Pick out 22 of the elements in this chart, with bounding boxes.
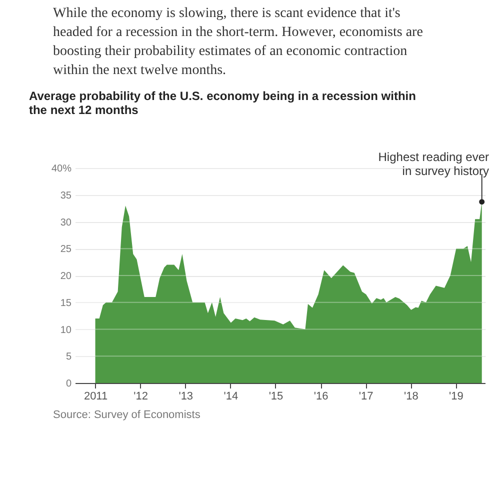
source-note: Source: Survey of Economists xyxy=(53,409,201,421)
chart-title: Average probability of the U.S. economy being in a recession within the next 12 months xyxy=(28,89,416,117)
annotation: Highest reading ever in survey history xyxy=(378,150,489,178)
x-tick-label: '12 xyxy=(134,390,148,402)
text: While the economy is slowing, there is scant evidence that it's headed for a recession in the short-term. However, economists are boosting their probability estimates of an economic contraction within the next twelve months. xyxy=(53,6,423,78)
x-tick-label: '14 xyxy=(224,390,238,402)
x-tick-label: '13 xyxy=(178,390,194,402)
x-tick-label: '19 xyxy=(449,390,464,402)
y-tick-label: 25 xyxy=(60,244,72,256)
x-tick-label: '17 xyxy=(358,390,374,402)
y-tick-label: 35 xyxy=(60,190,72,202)
y-tick-label: 0 xyxy=(66,378,72,390)
y-tick-label: 20 xyxy=(60,271,72,282)
x-tick-label: '18 xyxy=(404,390,418,402)
y-tick-label: 5 xyxy=(66,352,72,363)
x-tick-label: 2011 xyxy=(84,390,108,402)
y-tick-label: 10 xyxy=(60,324,72,336)
x-tick-label: '16 xyxy=(314,390,328,402)
x-tick-label: '15 xyxy=(268,390,284,402)
y-tick-label: 40% xyxy=(51,164,72,174)
y-tick-label: 30 xyxy=(60,217,72,228)
y-tick-label: 15 xyxy=(60,298,72,309)
